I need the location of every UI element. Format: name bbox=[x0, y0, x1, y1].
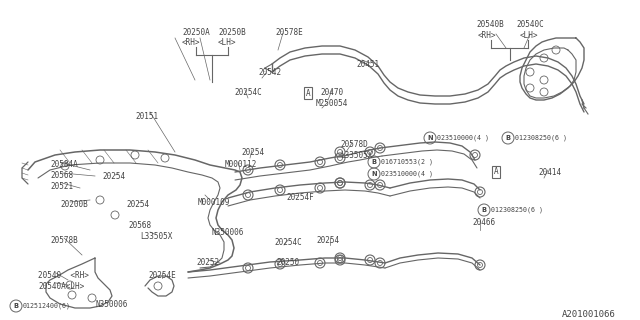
Text: 20540B: 20540B bbox=[476, 20, 504, 29]
Text: 20151: 20151 bbox=[135, 112, 158, 121]
Text: 20568: 20568 bbox=[128, 221, 151, 230]
Text: 20414: 20414 bbox=[538, 168, 561, 177]
Text: A: A bbox=[306, 89, 310, 98]
Text: L33505X: L33505X bbox=[140, 232, 172, 241]
Text: <RH>: <RH> bbox=[478, 31, 497, 40]
Text: N350006: N350006 bbox=[212, 228, 244, 237]
Text: 20542: 20542 bbox=[258, 68, 281, 77]
Text: 016710553(2 ): 016710553(2 ) bbox=[381, 159, 433, 165]
Text: N: N bbox=[427, 135, 433, 141]
Text: 20568: 20568 bbox=[50, 171, 73, 180]
Text: B: B bbox=[371, 159, 376, 165]
Text: 20254E: 20254E bbox=[148, 271, 176, 280]
Text: 023510000(4 ): 023510000(4 ) bbox=[381, 171, 433, 177]
Text: A: A bbox=[493, 167, 499, 177]
Text: 20250A: 20250A bbox=[182, 28, 210, 37]
Text: 20470: 20470 bbox=[320, 88, 343, 97]
Text: 20254: 20254 bbox=[316, 236, 339, 245]
Text: 20578E: 20578E bbox=[275, 28, 303, 37]
Text: 20466: 20466 bbox=[472, 218, 495, 227]
Text: M000109: M000109 bbox=[198, 198, 230, 207]
Text: 20540A<LH>: 20540A<LH> bbox=[38, 282, 84, 291]
Text: 023510000(4 ): 023510000(4 ) bbox=[437, 135, 489, 141]
Text: 012308250(6 ): 012308250(6 ) bbox=[491, 207, 543, 213]
Text: 20578B: 20578B bbox=[50, 236, 77, 245]
Text: B: B bbox=[506, 135, 511, 141]
Text: 20250: 20250 bbox=[276, 258, 299, 267]
Text: 20254: 20254 bbox=[126, 200, 149, 209]
Text: 012512400(6): 012512400(6) bbox=[23, 303, 71, 309]
Text: 20250B: 20250B bbox=[218, 28, 246, 37]
Text: <LH>: <LH> bbox=[520, 31, 538, 40]
Text: B: B bbox=[481, 207, 486, 213]
Text: L33505X: L33505X bbox=[340, 151, 372, 160]
Text: 20540C: 20540C bbox=[516, 20, 544, 29]
Text: 20254: 20254 bbox=[102, 172, 125, 181]
Text: <LH>: <LH> bbox=[218, 38, 237, 47]
Text: 20451: 20451 bbox=[356, 60, 379, 69]
Text: 20254C: 20254C bbox=[234, 88, 262, 97]
Text: N350006: N350006 bbox=[95, 300, 127, 309]
Text: 20254C: 20254C bbox=[274, 238, 301, 247]
Text: 20254: 20254 bbox=[241, 148, 264, 157]
Text: 20254F: 20254F bbox=[286, 193, 314, 202]
Text: 20200B: 20200B bbox=[60, 200, 88, 209]
Text: 012308250(6 ): 012308250(6 ) bbox=[515, 135, 567, 141]
Text: N: N bbox=[371, 171, 377, 177]
Text: B: B bbox=[13, 303, 19, 309]
Text: <RH>: <RH> bbox=[182, 38, 200, 47]
Text: M250054: M250054 bbox=[316, 99, 348, 108]
Text: A201001066: A201001066 bbox=[562, 310, 616, 319]
Text: M000112: M000112 bbox=[225, 160, 257, 169]
Text: 20252: 20252 bbox=[196, 258, 219, 267]
Text: 20578D: 20578D bbox=[340, 140, 368, 149]
Text: 20540  <RH>: 20540 <RH> bbox=[38, 271, 89, 280]
Text: 20584A: 20584A bbox=[50, 160, 77, 169]
Text: 20521: 20521 bbox=[50, 182, 73, 191]
